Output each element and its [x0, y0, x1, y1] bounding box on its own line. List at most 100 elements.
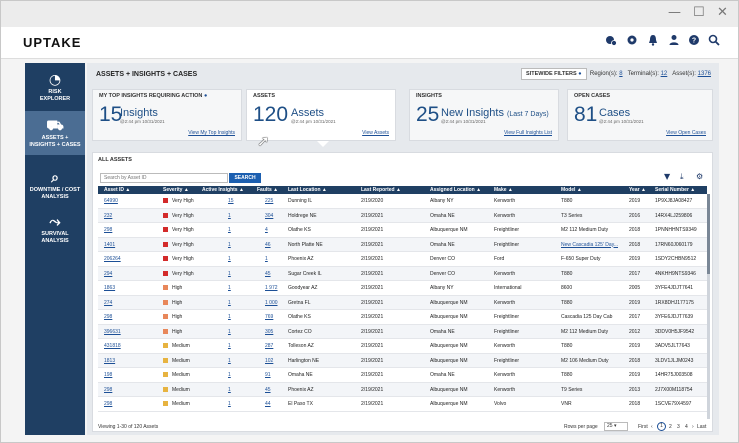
view-top-insights-link[interactable]: View My Top Insights	[188, 130, 235, 136]
sidebar-item-risk-explorer[interactable]: ◔ RISK EXPLORER	[25, 71, 85, 107]
sidebar-item-downtime-cost[interactable]: ⌕ DOWNTIME / COST ANALYSIS	[25, 169, 85, 205]
filter-icon[interactable]: ▼	[664, 172, 671, 181]
table-row[interactable]: 431818 Medium 1 287 Tolleson AZ 2/19/2021 Albu…	[98, 339, 707, 354]
table-scrollbar[interactable]	[707, 194, 710, 419]
cell-faults[interactable]: 225	[265, 198, 274, 204]
col-model[interactable]: Model ▲	[561, 187, 582, 193]
help-icon[interactable]: ?	[687, 34, 701, 48]
assets-value[interactable]: 1376	[697, 71, 711, 77]
rows-per-page-select[interactable]: 25 ▾	[604, 422, 628, 431]
view-open-cases-link[interactable]: View Open Cases	[666, 130, 706, 136]
cell-active-insights[interactable]: 1	[228, 343, 231, 349]
cell-active-insights[interactable]: 1	[228, 401, 231, 407]
cell-faults[interactable]: 1	[265, 256, 268, 262]
page-link[interactable]: 4	[685, 424, 688, 430]
col-active-insights[interactable]: Active Insights ▲	[202, 187, 244, 193]
cell-active-insights[interactable]: 1	[228, 256, 231, 262]
cell-faults[interactable]: 1 000	[265, 299, 278, 306]
table-row[interactable]: 64990 Very High 15 225 Dunning IL 2/19/2020 Al…	[98, 194, 707, 209]
search-icon[interactable]	[707, 34, 721, 48]
cell-active-insights[interactable]: 1	[228, 357, 231, 364]
table-row[interactable]: 1813 Medium 1 102 Harlington NE 2/19/2021 Albu…	[98, 353, 707, 368]
search-button[interactable]: SEARCH	[229, 173, 261, 183]
table-row[interactable]: 1401 Very High 1 46 North Platte NE 2/19/2021…	[98, 237, 707, 252]
cell-active-insights[interactable]: 1	[228, 227, 231, 233]
col-serial-number[interactable]: Serial Number ▲	[655, 187, 696, 193]
first-page-link[interactable]: First	[638, 424, 648, 430]
cell-asset-id[interactable]: 396631	[104, 328, 121, 335]
cell-faults[interactable]: 46	[265, 241, 271, 248]
bell-icon[interactable]	[646, 34, 660, 48]
table-row[interactable]: 298 Very High 1 4 Olathe KS 2/19/2021 Albuquer…	[98, 223, 707, 238]
col-last-location[interactable]: Last Location ▲	[288, 187, 327, 193]
cell-asset-id[interactable]: 64990	[104, 198, 118, 204]
cell-active-insights[interactable]: 1	[228, 386, 231, 393]
cell-faults[interactable]: 769	[265, 314, 274, 320]
cell-faults[interactable]: 91	[265, 372, 271, 378]
user-icon[interactable]	[667, 34, 681, 48]
col-severity[interactable]: Severity ▲	[163, 187, 189, 193]
maximize-button[interactable]: ☐	[693, 5, 705, 20]
cell-faults[interactable]: 4	[265, 227, 268, 233]
cell-asset-id[interactable]: 1863	[104, 285, 116, 291]
cell-faults[interactable]: 45	[265, 386, 271, 393]
info-icon[interactable]: ●	[203, 93, 208, 99]
cell-active-insights[interactable]: 1	[228, 314, 231, 320]
cell-faults[interactable]: 287	[265, 343, 274, 349]
page-link[interactable]: 3	[677, 424, 680, 430]
col-assigned-location[interactable]: Assigned Location ▲	[430, 187, 482, 193]
minimize-button[interactable]: —	[668, 5, 681, 20]
table-row[interactable]: 298 Medium 1 44 El Paso TX 2/19/2021 Albuquerq…	[98, 397, 707, 412]
sidebar-item-survival-analysis[interactable]: ⤳ SURVIVAL ANALYSIS	[25, 213, 85, 249]
col-year[interactable]: Year ▲	[629, 187, 646, 193]
cell-active-insights[interactable]: 1	[228, 212, 231, 219]
cell-active-insights[interactable]: 1	[228, 328, 231, 335]
cell-asset-id[interactable]: 298	[104, 401, 113, 407]
cell-asset-id[interactable]: 294	[104, 270, 113, 277]
col-last-reported[interactable]: Last Reported ▲	[361, 187, 401, 193]
table-row[interactable]: 274 High 1 1 000 Gretna FL 2/19/2021 Albuquerq…	[98, 295, 707, 310]
table-row[interactable]: 294 Very High 1 45 Sugar Creek IL 2/19/2021 De…	[98, 266, 707, 281]
cell-asset-id[interactable]: 298	[104, 314, 113, 320]
cell-faults[interactable]: 102	[265, 357, 274, 364]
cell-asset-id[interactable]: 1813	[104, 357, 116, 364]
next-page-button[interactable]: ›	[692, 424, 694, 430]
page-link-current[interactable]: 1	[657, 422, 666, 431]
cell-faults[interactable]: 1 972	[265, 285, 278, 291]
cell-faults[interactable]: 305	[265, 328, 274, 335]
view-assets-link[interactable]: View Assets	[362, 130, 389, 136]
col-make[interactable]: Make ▲	[494, 187, 513, 193]
cell-asset-id[interactable]: 206264	[104, 256, 121, 262]
terminals-value[interactable]: 12	[660, 71, 668, 77]
cell-faults[interactable]: 304	[265, 212, 274, 219]
page-link[interactable]: 2	[669, 424, 672, 430]
gear-badge-icon[interactable]	[604, 34, 618, 48]
table-row[interactable]: 396631 High 1 305 Cortez CO 2/19/2021 Omaha NE…	[98, 324, 707, 339]
last-page-link[interactable]: Last	[697, 424, 707, 430]
download-icon[interactable]: ⤓	[680, 172, 684, 181]
sidebar-item-assets-insights-cases[interactable]: ⛟ ASSETS + INSIGHTS + CASES	[25, 111, 85, 155]
cell-active-insights[interactable]: 1	[228, 285, 231, 291]
cell-asset-id[interactable]: 232	[104, 212, 113, 219]
cell-asset-id[interactable]: 431818	[104, 343, 121, 349]
sitewide-filters-button[interactable]: SITEWIDE FILTERS ●	[521, 68, 587, 80]
cell-active-insights[interactable]: 1	[228, 372, 231, 378]
table-row[interactable]: 232 Very High 1 304 Holdrege NE 2/19/2021 Omah…	[98, 208, 707, 223]
cell-active-insights[interactable]: 1	[228, 270, 231, 277]
cell-asset-id[interactable]: 198	[104, 372, 113, 378]
cell-asset-id[interactable]: 298	[104, 227, 113, 233]
settings-icon[interactable]	[625, 34, 639, 48]
cell-asset-id[interactable]: 1401	[104, 241, 116, 248]
cell-faults[interactable]: 44	[265, 401, 271, 407]
cell-faults[interactable]: 45	[265, 270, 271, 277]
col-faults[interactable]: Faults ▲	[257, 187, 279, 193]
prev-page-button[interactable]: ‹	[651, 424, 653, 430]
view-full-insights-link[interactable]: View Full Insights List	[504, 130, 552, 136]
table-row[interactable]: 198 Medium 1 91 Omaha NE 2/19/2021 Omaha NE Ken…	[98, 368, 707, 383]
close-button[interactable]: ✕	[717, 5, 728, 20]
table-row[interactable]: 1863 High 1 1 972 Goodyear AZ 2/19/2021 Albany…	[98, 281, 707, 296]
column-settings-icon[interactable]: ⚙	[696, 172, 704, 181]
cell-active-insights[interactable]: 1	[228, 299, 231, 306]
cell-asset-id[interactable]: 274	[104, 299, 113, 306]
cell-asset-id[interactable]: 298	[104, 386, 113, 393]
